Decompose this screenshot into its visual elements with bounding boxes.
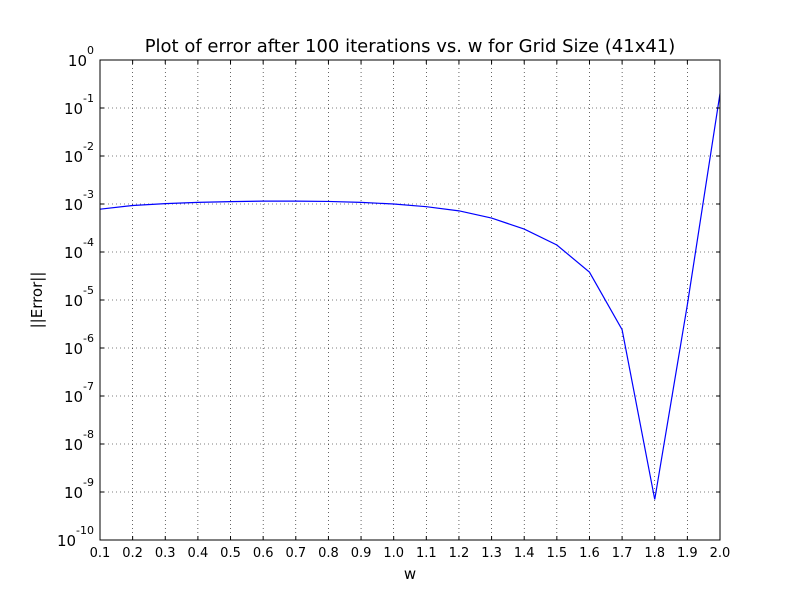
x-tick-label: 0.8 <box>318 546 339 561</box>
x-tick-label: 1.2 <box>449 546 470 561</box>
y-tick-base: 10 <box>64 292 83 310</box>
y-tick-exponent: -8 <box>83 428 94 441</box>
x-tick-label: 1.9 <box>677 546 698 561</box>
y-tick-base: 10 <box>64 196 83 214</box>
y-tick-exponent: 0 <box>87 44 94 57</box>
x-axis-label: w <box>404 565 416 583</box>
tick-marks <box>99 59 721 541</box>
x-tick-label: 0.1 <box>90 546 111 561</box>
y-tick-exponent: -6 <box>83 332 94 345</box>
x-tick-label: 2.0 <box>710 546 731 561</box>
y-tick-exponent: -7 <box>83 380 94 393</box>
y-tick-exponent: -5 <box>83 284 94 297</box>
y-tick-label: -110 <box>64 92 94 118</box>
y-tick-base: 10 <box>68 52 87 70</box>
y-tick-label: -310 <box>64 188 94 214</box>
y-tick-exponent: -10 <box>76 524 94 537</box>
y-tick-exponent: -2 <box>83 140 94 153</box>
y-tick-label: -710 <box>64 380 94 406</box>
y-tick-base: 10 <box>64 244 83 262</box>
y-tick-exponent: -4 <box>83 236 94 249</box>
chart-title: Plot of error after 100 iterations vs. w… <box>145 36 676 57</box>
x-tick-label: 1.1 <box>416 546 437 561</box>
x-tick-label: 0.2 <box>122 546 143 561</box>
x-tick-label: 0.7 <box>285 546 306 561</box>
x-tick-label: 0.6 <box>253 546 274 561</box>
y-tick-exponent: -3 <box>83 188 94 201</box>
x-tick-label: 1.5 <box>546 546 567 561</box>
y-axis-label: ||Error|| <box>28 272 46 329</box>
x-tick-label: 0.9 <box>351 546 372 561</box>
y-tick-base: 10 <box>64 340 83 358</box>
y-tick-label: -610 <box>64 332 94 358</box>
x-tick-label: 1.4 <box>514 546 535 561</box>
y-tick-label: 010 <box>68 44 94 70</box>
series-layer <box>99 93 721 500</box>
x-tick-label: 1.8 <box>644 546 665 561</box>
y-tick-base: 10 <box>64 388 83 406</box>
x-tick-label: 0.4 <box>188 546 209 561</box>
y-tick-label: -510 <box>64 284 94 310</box>
y-tick-label: -910 <box>64 476 94 502</box>
y-tick-label: -810 <box>64 428 94 454</box>
y-tick-base: 10 <box>64 484 83 502</box>
series-line <box>99 93 721 500</box>
y-tick-exponent: -9 <box>83 476 94 489</box>
y-tick-base: 10 <box>64 100 83 118</box>
y-tick-base: 10 <box>57 532 76 550</box>
grid-lines <box>99 59 721 541</box>
y-tick-label: -410 <box>64 236 94 262</box>
x-tick-label: 1.7 <box>612 546 633 561</box>
y-tick-base: 10 <box>64 436 83 454</box>
x-tick-label: 0.5 <box>220 546 241 561</box>
x-tick-label: 1.6 <box>579 546 600 561</box>
y-tick-labels: 010-110-210-310-410-510-610-710-810-910-… <box>57 44 94 550</box>
x-tick-label: 1.0 <box>383 546 404 561</box>
y-tick-base: 10 <box>64 148 83 166</box>
y-tick-label: -210 <box>64 140 94 166</box>
x-tick-label: 1.3 <box>481 546 502 561</box>
x-tick-labels: 0.1 0.2 0.3 0.4 0.5 0.6 0.7 0.8 0.9 1.0 1.1 1.2 1.3 1… <box>90 546 731 561</box>
y-tick-exponent: -1 <box>83 92 94 105</box>
x-tick-label: 0.3 <box>155 546 176 561</box>
